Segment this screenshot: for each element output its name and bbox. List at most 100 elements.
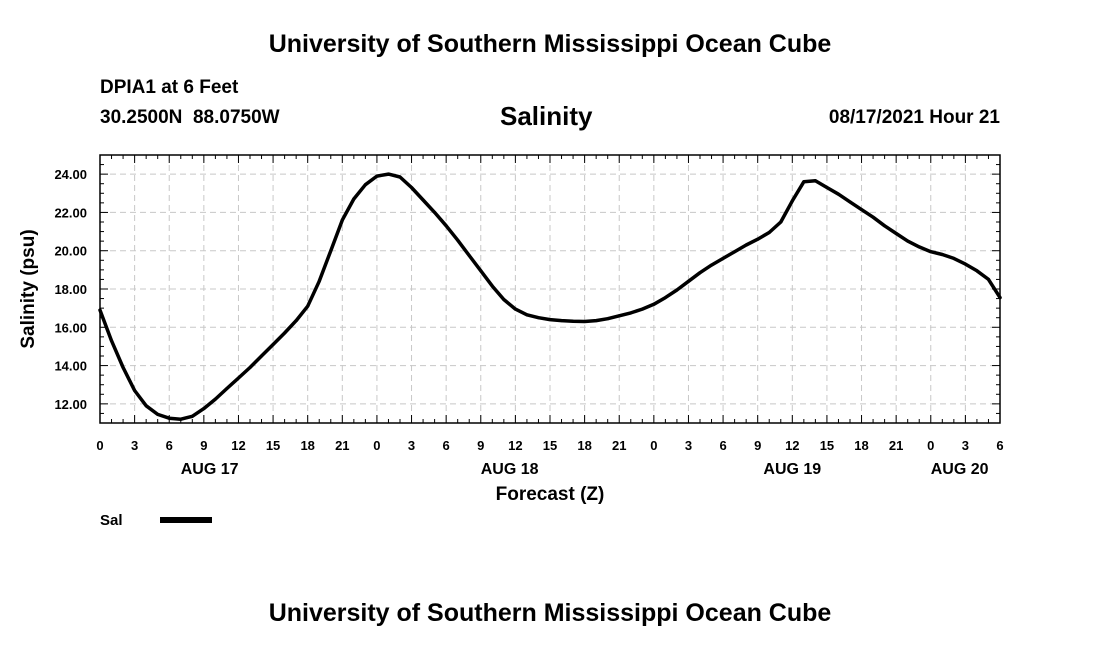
- x-tick-label: 0: [373, 438, 380, 453]
- salinity-data-point: [375, 174, 379, 178]
- x-tick-label: 18: [854, 438, 868, 453]
- salinity-data-point: [248, 366, 252, 369]
- salinity-data-point: [652, 302, 656, 306]
- salinity-data-point: [871, 215, 875, 219]
- y-tick-label: 12.00: [54, 397, 87, 412]
- salinity-data-point: [756, 237, 760, 241]
- x-tick-label: 3: [408, 438, 415, 453]
- salinity-data-point: [594, 319, 598, 323]
- salinity-data-point: [271, 343, 275, 346]
- salinity-data-point: [294, 319, 298, 323]
- x-tick-label: 3: [685, 438, 692, 453]
- salinity-data-point: [398, 175, 402, 179]
- salinity-data-point: [883, 224, 887, 228]
- chart-title: Salinity: [500, 101, 593, 131]
- x-tick-label: 9: [477, 438, 484, 453]
- x-tick-label: 6: [166, 438, 173, 453]
- x-tick-label: 15: [543, 438, 557, 453]
- x-tick-label: 21: [335, 438, 349, 453]
- y-tick-label: 22.00: [54, 205, 87, 220]
- x-tick-label: 0: [927, 438, 934, 453]
- salinity-data-point: [190, 414, 194, 418]
- salinity-data-point: [617, 314, 621, 318]
- salinity-data-point: [444, 224, 448, 228]
- x-tick-label: 21: [889, 438, 903, 453]
- salinity-data-point: [237, 376, 240, 380]
- x-tick-label: 6: [719, 438, 726, 453]
- salinity-data-point: [167, 416, 171, 420]
- salinity-data-point: [110, 339, 113, 343]
- salinity-data-point: [260, 354, 263, 358]
- legend-label: Sal: [100, 512, 123, 529]
- salinity-data-point: [906, 239, 910, 243]
- x-tick-label: 0: [650, 438, 657, 453]
- salinity-data-point: [663, 296, 667, 300]
- station-name: DPIA1 at 6 Feet: [100, 77, 239, 98]
- x-axis-label: Forecast (Z): [496, 484, 605, 505]
- salinity-data-point: [675, 288, 679, 292]
- salinity-data-point: [433, 210, 437, 214]
- salinity-data-point: [710, 263, 713, 267]
- salinity-chart: 0 3 6 9 12 15 18 21 0 3 6 9 12 15 18 21 0 3 6 9 12 15 18 21 0 3 6 1…: [18, 154, 1004, 529]
- salinity-data-point: [537, 316, 540, 320]
- x-tick-label: 21: [612, 438, 626, 453]
- x-tick-label: 0: [96, 438, 103, 453]
- x-tick-label: 18: [577, 438, 591, 453]
- salinity-data-point: [894, 232, 898, 235]
- salinity-data-point: [825, 186, 829, 189]
- x-date-label: AUG 20: [931, 461, 989, 478]
- salinity-data-point: [490, 284, 494, 288]
- salinity-data-point: [813, 179, 817, 183]
- legend: Sal: [100, 512, 212, 529]
- station-coords: 30.2500N 88.0750W: [100, 107, 280, 128]
- salinity-data-point: [606, 317, 610, 321]
- x-tick-label: 3: [131, 438, 138, 453]
- salinity-data-point: [467, 254, 471, 257]
- plot-frame: [99, 154, 1001, 424]
- salinity-data-point: [860, 208, 863, 212]
- header-title: University of Southern Mississippi Ocean…: [268, 30, 832, 58]
- salinity-data-point: [502, 298, 506, 301]
- salinity-data-point: [940, 253, 944, 256]
- y-tick-label: 24.00: [54, 167, 87, 182]
- salinity-data-point: [387, 172, 390, 176]
- x-tick-label: 12: [231, 438, 245, 453]
- y-tick-label: 18.00: [54, 282, 87, 297]
- salinity-data-point: [987, 277, 990, 281]
- y-axis-label: Salinity (psu): [18, 229, 39, 348]
- salinity-data-point: [640, 307, 644, 311]
- salinity-data-point: [733, 250, 737, 254]
- salinity-data-point: [340, 218, 344, 222]
- salinity-data-point: [283, 331, 287, 335]
- salinity-data-point: [698, 271, 702, 275]
- salinity-data-point: [202, 407, 206, 411]
- salinity-data-point: [421, 198, 425, 202]
- salinity-data-point: [790, 199, 794, 203]
- salinity-data-point: [779, 220, 783, 224]
- x-tick-label: 15: [820, 438, 834, 453]
- axis-labels: 0 3 6 9 12 15 18 21 0 3 6 9 12 15 18 21 0 3 6 9 12 15 18 21 0 3 6 1…: [54, 167, 1003, 478]
- x-tick-label: 3: [962, 438, 969, 453]
- salinity-data-point: [837, 192, 840, 196]
- salinity-data-point: [352, 197, 356, 201]
- salinity-data-point: [156, 412, 160, 416]
- salinity-data-point: [952, 256, 956, 260]
- salinity-data-point: [802, 180, 806, 184]
- series-layer: [98, 172, 1002, 421]
- salinity-data-point: [410, 186, 413, 189]
- salinity-data-point: [629, 311, 633, 315]
- salinity-data-point: [121, 366, 125, 369]
- salinity-data-point: [144, 404, 148, 408]
- x-tick-label: 12: [785, 438, 799, 453]
- x-tick-label: 9: [200, 438, 207, 453]
- salinity-data-point: [548, 318, 552, 322]
- y-tick-label: 16.00: [54, 320, 87, 335]
- salinity-data-point: [767, 231, 771, 234]
- x-date-label: AUG 18: [481, 461, 539, 478]
- salinity-data-point: [687, 279, 690, 283]
- x-tick-label: 6: [443, 438, 450, 453]
- salinity-data-point: [963, 262, 967, 266]
- x-tick-label: 6: [996, 438, 1003, 453]
- x-tick-label: 15: [266, 438, 280, 453]
- salinity-data-point: [363, 183, 367, 187]
